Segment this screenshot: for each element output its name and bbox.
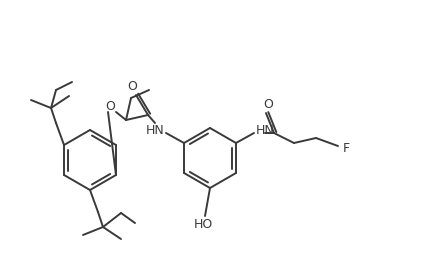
Text: O: O [262,97,272,110]
Text: HO: HO [193,218,212,232]
Text: O: O [127,80,137,93]
Text: HN: HN [255,124,274,138]
Text: HN: HN [145,124,164,138]
Text: O: O [105,100,115,112]
Text: F: F [342,141,349,155]
